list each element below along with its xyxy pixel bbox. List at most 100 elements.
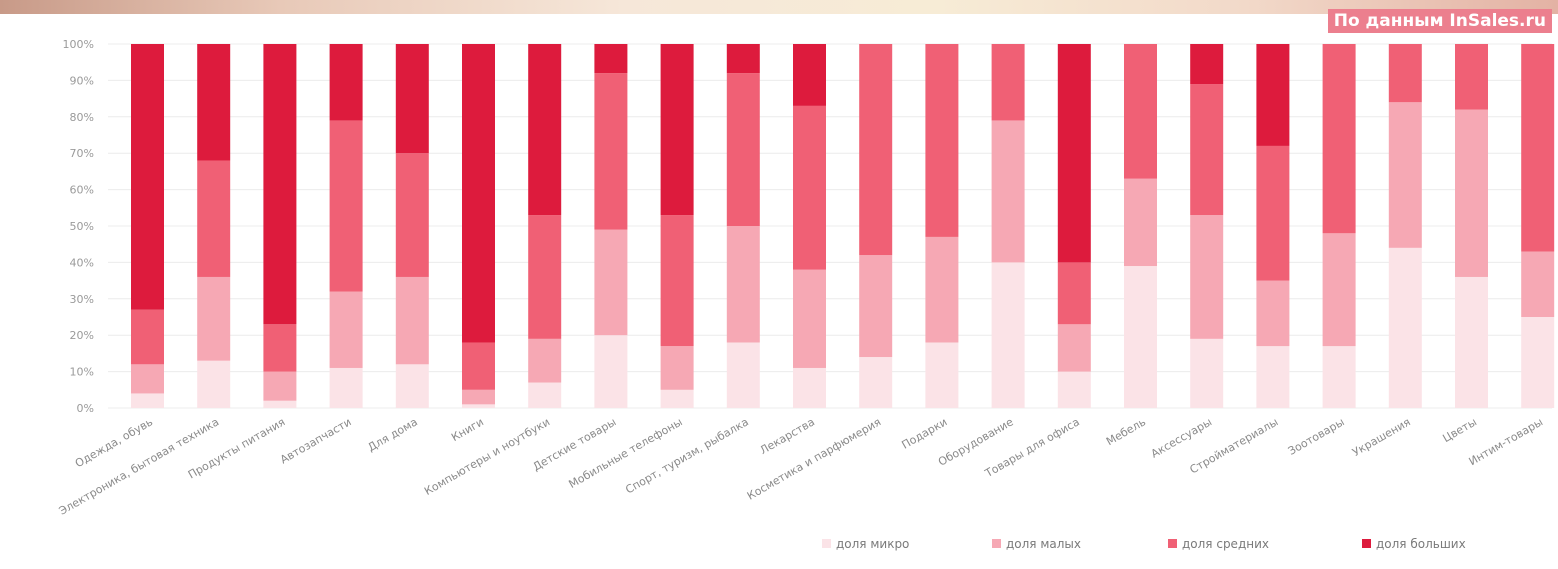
- bar-segment-medium: [925, 44, 959, 237]
- bar-segment-small: [726, 226, 760, 343]
- top-decorative-strip: [0, 0, 1558, 14]
- y-tick-label: 0%: [77, 402, 94, 415]
- bar-segment-micro: [131, 393, 164, 408]
- bar-segment-micro: [329, 367, 363, 408]
- bar-segment-large: [793, 44, 826, 106]
- x-tick-label: Аксессуары: [1149, 415, 1214, 460]
- bar-segment-micro: [1521, 317, 1555, 408]
- source-badge: По данным InSales.ru: [1327, 9, 1552, 33]
- x-tick-label: Книги: [449, 415, 486, 444]
- bar-segment-micro: [925, 342, 959, 408]
- bar-segment-medium: [859, 44, 893, 256]
- bar-segment-micro: [1190, 338, 1224, 408]
- bar-segment-small: [1190, 215, 1224, 339]
- bar-segment-micro: [1388, 247, 1422, 408]
- legend-label: доля больших: [1376, 537, 1466, 551]
- bar-segment-small: [1455, 109, 1488, 277]
- legend-label: доля средних: [1182, 537, 1269, 551]
- x-tick-label: Мебель: [1104, 415, 1148, 448]
- bar-segment-micro: [462, 404, 495, 408]
- y-tick-label: 30%: [70, 293, 94, 306]
- bar-segment-micro: [395, 364, 429, 408]
- y-tick-label: 70%: [70, 147, 94, 160]
- bar-segment-micro: [991, 262, 1025, 408]
- bar-segment-small: [395, 276, 429, 365]
- legend: доля микро доля малых доля средних доля бол…: [822, 537, 1466, 551]
- bar-segment-small: [197, 276, 231, 361]
- bar-segment-small: [462, 389, 495, 405]
- bar-segment-large: [197, 44, 231, 161]
- bar-segment-small: [329, 291, 363, 368]
- bar-segment-medium: [1521, 44, 1555, 252]
- y-axis-ticks: 0% 10% 20% 30% 40% 50% 60% 70% 80% 90% 100%: [63, 38, 94, 415]
- bar-segment-medium: [395, 153, 429, 277]
- bar-segment-large: [1190, 44, 1224, 85]
- legend-swatch-small: [992, 539, 1001, 548]
- bar-segment-large: [594, 44, 628, 74]
- bar-segment-medium: [726, 73, 760, 227]
- x-tick-label: Косметика и парфюмерия: [745, 415, 883, 502]
- bar-segment-small: [1256, 280, 1290, 347]
- x-tick-label: Цветы: [1441, 415, 1479, 445]
- x-tick-label: Для дома: [366, 415, 420, 454]
- bar-segment-medium: [1256, 145, 1290, 281]
- bar-segment-micro: [726, 342, 760, 408]
- bar-segment-micro: [1124, 266, 1157, 408]
- bar-segment-small: [660, 346, 694, 390]
- bar-segment-small: [925, 236, 959, 343]
- bar-segment-small: [1388, 102, 1422, 248]
- bar-segment-small: [793, 269, 826, 368]
- y-tick-label: 10%: [70, 366, 94, 379]
- bar-segment-large: [263, 44, 297, 325]
- bar-segment-small: [131, 364, 164, 394]
- bar-segment-micro: [1057, 371, 1091, 408]
- bar-segment-medium: [462, 342, 495, 390]
- y-tick-label: 50%: [70, 220, 94, 233]
- bar-segment-large: [726, 44, 760, 74]
- y-tick-label: 90%: [70, 74, 94, 87]
- bar-segment-micro: [793, 367, 826, 408]
- legend-label: доля малых: [1006, 537, 1081, 551]
- x-tick-label: Украшения: [1350, 415, 1413, 459]
- x-tick-label: Спорт, туризм, рыбалка: [623, 415, 751, 496]
- bar-segment-medium: [1124, 44, 1157, 179]
- bar-segment-medium: [1322, 44, 1356, 234]
- x-tick-label: Лекарства: [758, 415, 817, 457]
- bar-segment-micro: [1455, 276, 1488, 408]
- x-tick-label: Компьютеры и ноутбуки: [422, 415, 552, 498]
- bars: [131, 44, 1555, 408]
- bar-segment-small: [594, 229, 628, 336]
- bar-segment-medium: [793, 105, 826, 270]
- legend-swatch-large: [1362, 539, 1371, 548]
- bar-segment-medium: [1455, 44, 1488, 110]
- x-tick-label: Мобильные телефоны: [567, 415, 685, 491]
- x-tick-label: Интим-товары: [1467, 415, 1546, 468]
- bar-segment-micro: [263, 400, 297, 408]
- bar-segment-small: [528, 338, 562, 383]
- bar-segment-medium: [263, 324, 297, 372]
- y-tick-label: 80%: [70, 111, 94, 124]
- bar-segment-small: [991, 120, 1025, 263]
- x-tick-label: Зоотовары: [1286, 415, 1347, 458]
- bar-segment-small: [1124, 178, 1157, 267]
- bar-segment-small: [859, 255, 893, 358]
- bar-segment-medium: [1190, 84, 1224, 216]
- bar-segment-large: [1057, 44, 1091, 263]
- bar-segment-large: [1256, 44, 1290, 146]
- bar-segment-small: [1521, 251, 1555, 317]
- y-tick-label: 100%: [63, 38, 94, 51]
- bar-segment-medium: [131, 309, 164, 365]
- bar-segment-large: [395, 44, 429, 154]
- bar-segment-medium: [1388, 44, 1422, 103]
- x-tick-label: Автозапчасти: [278, 415, 354, 466]
- bar-segment-small: [1322, 233, 1356, 347]
- y-tick-label: 40%: [70, 256, 94, 269]
- y-tick-label: 60%: [70, 184, 94, 197]
- bar-segment-medium: [1057, 262, 1091, 325]
- bar-segment-large: [329, 44, 363, 121]
- bar-segment-micro: [197, 360, 231, 408]
- bar-segment-micro: [528, 382, 562, 408]
- bar-segment-micro: [1256, 346, 1290, 408]
